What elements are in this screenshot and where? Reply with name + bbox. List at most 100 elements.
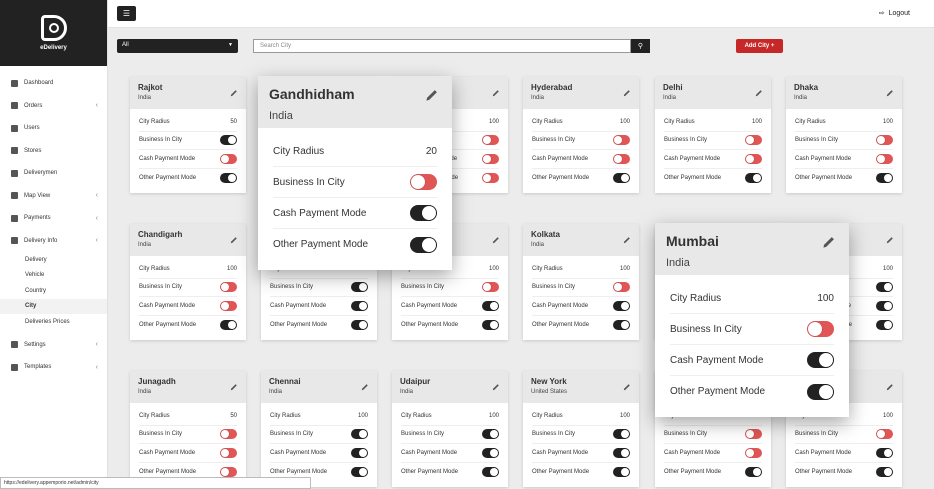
edit-pencil-icon[interactable]	[361, 378, 369, 391]
sidebar-item-users[interactable]: Users	[0, 117, 107, 140]
cash-toggle[interactable]	[876, 300, 893, 311]
edit-pencil-icon[interactable]	[623, 231, 631, 244]
sidebar-item-payments[interactable]: Payments ‹	[0, 207, 107, 230]
cash-toggle[interactable]	[613, 447, 630, 458]
cash-toggle[interactable]	[351, 447, 368, 458]
cash-toggle[interactable]	[613, 300, 630, 311]
business-toggle[interactable]	[220, 429, 237, 440]
business-toggle[interactable]	[613, 282, 630, 293]
edit-pencil-icon[interactable]	[886, 231, 894, 244]
other-toggle[interactable]	[876, 466, 893, 477]
other-toggle[interactable]	[745, 466, 762, 477]
search-input[interactable]: Search City	[253, 39, 631, 53]
edit-pencil-icon[interactable]	[623, 378, 631, 391]
card-row-other: Other Payment Mode	[139, 169, 237, 188]
cash-toggle[interactable]	[220, 300, 237, 311]
card-row-other: Other Payment Mode	[401, 463, 499, 482]
business-toggle[interactable]	[876, 429, 893, 440]
business-toggle[interactable]	[876, 135, 893, 146]
sidebar-item-dashboard[interactable]: Dashboard	[0, 72, 107, 95]
other-toggle[interactable]	[482, 319, 499, 330]
search-button[interactable]: ⚲	[631, 39, 650, 53]
cash-toggle[interactable]	[876, 447, 893, 458]
sidebar-item-deliverymen[interactable]: Deliverymen	[0, 162, 107, 185]
other-toggle[interactable]	[613, 466, 630, 477]
sidebar-subitem-deliveries-prices[interactable]: Deliveries Prices	[0, 314, 107, 330]
logout-icon: ⇨	[878, 10, 885, 17]
sidebar-subitem-city[interactable]: City	[0, 298, 107, 314]
other-toggle[interactable]	[351, 466, 368, 477]
business-toggle[interactable]	[410, 174, 437, 190]
add-city-button[interactable]: Add City +	[736, 39, 783, 53]
sidebar-subitem-vehicle[interactable]: Vehicle	[0, 268, 107, 284]
edit-pencil-icon[interactable]	[755, 84, 763, 97]
cash-toggle[interactable]	[745, 447, 762, 458]
other-toggle[interactable]	[482, 466, 499, 477]
menu-toggle-button[interactable]: ☰	[117, 6, 136, 21]
business-toggle[interactable]	[807, 321, 834, 337]
sidebar-item-templates[interactable]: Templates ‹	[0, 356, 107, 379]
chevron-left-icon: ‹	[95, 237, 98, 245]
cash-toggle[interactable]	[807, 352, 834, 368]
city-card-zoomed: Gandhidham India City Radius 20 Business In …	[258, 76, 452, 270]
business-toggle[interactable]	[351, 429, 368, 440]
business-toggle[interactable]	[613, 429, 630, 440]
cash-toggle[interactable]	[482, 153, 499, 164]
other-toggle[interactable]	[410, 236, 437, 253]
business-toggle[interactable]	[482, 282, 499, 293]
cash-toggle[interactable]	[745, 153, 762, 164]
edit-pencil-icon[interactable]	[822, 235, 836, 249]
other-toggle[interactable]	[613, 172, 630, 183]
business-toggle[interactable]	[220, 135, 237, 146]
other-toggle[interactable]	[876, 319, 893, 330]
sidebar-subitem-country[interactable]: Country	[0, 283, 107, 299]
business-toggle[interactable]	[745, 135, 762, 146]
cash-toggle[interactable]	[410, 205, 437, 221]
other-toggle[interactable]	[220, 319, 237, 330]
sidebar-item-stores[interactable]: Stores	[0, 140, 107, 163]
edit-pencil-icon[interactable]	[492, 378, 500, 391]
edit-pencil-icon[interactable]	[886, 378, 894, 391]
other-toggle[interactable]	[807, 383, 834, 400]
sidebar-item-delivery-info[interactable]: Delivery Info ‹	[0, 230, 107, 253]
card-row-business: Business In City	[139, 279, 237, 297]
cash-toggle[interactable]	[351, 300, 368, 311]
other-toggle[interactable]	[220, 466, 237, 477]
sidebar-item-settings[interactable]: Settings ‹	[0, 334, 107, 357]
card-body: City Radius 100 Business In City Cash Payme…	[261, 403, 377, 487]
edit-pencil-icon[interactable]	[230, 378, 238, 391]
business-toggle[interactable]	[876, 282, 893, 293]
other-toggle[interactable]	[613, 319, 630, 330]
business-toggle[interactable]	[482, 135, 499, 146]
sidebar-item-map-view[interactable]: Map View ‹	[0, 185, 107, 208]
logo[interactable]: eDelivery	[0, 0, 107, 66]
country-select[interactable]: All ▼	[117, 39, 238, 53]
edit-pencil-icon[interactable]	[492, 231, 500, 244]
other-toggle[interactable]	[745, 172, 762, 183]
business-toggle[interactable]	[745, 429, 762, 440]
other-toggle[interactable]	[482, 172, 499, 183]
cash-toggle[interactable]	[220, 447, 237, 458]
sidebar-subitem-delivery[interactable]: Delivery	[0, 252, 107, 268]
cash-toggle[interactable]	[482, 300, 499, 311]
edit-pencil-icon[interactable]	[886, 84, 894, 97]
business-toggle[interactable]	[482, 429, 499, 440]
cash-toggle[interactable]	[220, 153, 237, 164]
business-toggle[interactable]	[220, 282, 237, 293]
other-toggle[interactable]	[876, 172, 893, 183]
edit-pencil-icon[interactable]	[492, 84, 500, 97]
other-toggle[interactable]	[351, 319, 368, 330]
sidebar-item-orders[interactable]: Orders ‹	[0, 95, 107, 118]
cash-toggle[interactable]	[482, 447, 499, 458]
edit-pencil-icon[interactable]	[230, 84, 238, 97]
sidebar-item-label: Orders	[24, 102, 43, 109]
cash-toggle[interactable]	[876, 153, 893, 164]
other-toggle[interactable]	[220, 172, 237, 183]
business-toggle[interactable]	[613, 135, 630, 146]
edit-pencil-icon[interactable]	[230, 231, 238, 244]
business-toggle[interactable]	[351, 282, 368, 293]
logout-button[interactable]: ⇨ Logout	[878, 9, 910, 18]
edit-pencil-icon[interactable]	[425, 88, 439, 102]
cash-toggle[interactable]	[613, 153, 630, 164]
edit-pencil-icon[interactable]	[623, 84, 631, 97]
